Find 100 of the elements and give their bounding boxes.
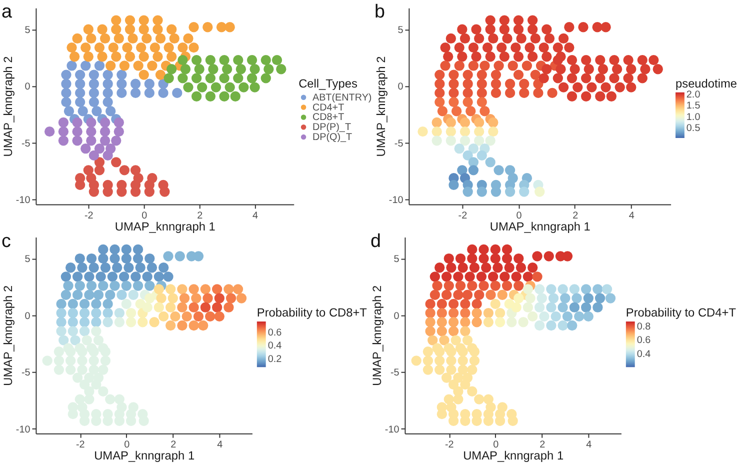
point bbox=[80, 60, 91, 71]
point bbox=[88, 70, 100, 80]
point bbox=[61, 88, 72, 98]
x-axis-title: UMAP_knngraph 1 bbox=[463, 448, 564, 463]
y-tick-label: 5 bbox=[398, 24, 404, 36]
point bbox=[138, 70, 149, 80]
x-tick-label: 2 bbox=[572, 210, 579, 222]
point bbox=[169, 33, 180, 44]
point bbox=[94, 165, 105, 176]
point bbox=[83, 52, 94, 62]
point bbox=[108, 42, 118, 53]
point bbox=[144, 186, 154, 197]
point bbox=[69, 52, 80, 62]
point bbox=[97, 52, 108, 62]
point bbox=[138, 24, 149, 34]
point bbox=[158, 88, 168, 98]
point bbox=[61, 70, 72, 80]
point bbox=[78, 106, 88, 116]
legend-label: CD4+T bbox=[312, 102, 344, 114]
point bbox=[114, 117, 124, 128]
point bbox=[102, 186, 113, 197]
point bbox=[61, 78, 72, 89]
color-bar-label: 0.4 bbox=[268, 340, 282, 352]
legend-label: CD8+T bbox=[312, 112, 344, 124]
point bbox=[191, 73, 202, 84]
y-tick-label: -5 bbox=[21, 138, 31, 150]
point bbox=[100, 117, 110, 128]
y-tick-label: 0 bbox=[394, 310, 400, 322]
chart-title: a bbox=[2, 0, 13, 22]
point bbox=[114, 126, 124, 137]
point bbox=[205, 54, 216, 66]
point bbox=[75, 78, 86, 89]
point bbox=[111, 24, 122, 34]
point bbox=[216, 22, 227, 32]
color-bar-label: 0.6 bbox=[636, 335, 652, 346]
y-tick-label: -5 bbox=[394, 138, 404, 150]
point bbox=[205, 73, 216, 84]
point bbox=[144, 78, 154, 89]
point bbox=[150, 42, 160, 53]
point bbox=[155, 70, 166, 80]
point bbox=[102, 88, 113, 98]
point bbox=[72, 136, 82, 146]
x-tick-label: -2 bbox=[84, 210, 94, 222]
point bbox=[72, 117, 82, 128]
point bbox=[210, 82, 222, 92]
color-bar-label: 0.2 bbox=[268, 354, 282, 366]
y-tick-label: 5 bbox=[394, 254, 400, 265]
y-tick-label: -5 bbox=[21, 368, 31, 379]
chart-title: c bbox=[2, 230, 11, 251]
point bbox=[122, 42, 132, 53]
point bbox=[276, 64, 286, 74]
point bbox=[102, 96, 113, 108]
point bbox=[219, 91, 230, 102]
color-bar-title: Probability to CD8+T bbox=[256, 306, 367, 320]
chart-title: d bbox=[370, 230, 382, 251]
point bbox=[94, 60, 105, 71]
point bbox=[86, 136, 96, 146]
color-bar-label: 1.5 bbox=[686, 100, 701, 112]
y-tick-label: -10 bbox=[16, 195, 31, 206]
point bbox=[114, 33, 124, 44]
point bbox=[188, 42, 199, 53]
x-axis-title: UMAP_knngraph 1 bbox=[114, 220, 216, 234]
x-tick-label: 2 bbox=[540, 440, 546, 451]
point bbox=[191, 91, 202, 102]
color-bar-title: Probability to CD4+T bbox=[626, 306, 736, 320]
point bbox=[222, 64, 232, 74]
point bbox=[238, 82, 249, 92]
x-tick-label: 0 bbox=[493, 440, 500, 451]
point bbox=[44, 126, 55, 137]
y-tick-label: 0 bbox=[24, 82, 31, 93]
point bbox=[130, 88, 141, 98]
point bbox=[116, 186, 127, 197]
point bbox=[142, 33, 152, 44]
point bbox=[160, 186, 170, 197]
x-tick-label: 0 bbox=[124, 440, 130, 451]
point bbox=[144, 88, 154, 98]
point bbox=[246, 54, 258, 66]
color-bar-label: 0.5 bbox=[686, 123, 701, 134]
color-bar-label: 0.8 bbox=[636, 321, 652, 332]
point bbox=[119, 60, 130, 71]
point bbox=[86, 117, 96, 128]
point bbox=[219, 73, 230, 84]
legend-title: Cell_Types bbox=[298, 76, 358, 90]
point bbox=[233, 54, 244, 66]
point bbox=[166, 64, 177, 74]
point bbox=[152, 24, 163, 34]
point bbox=[183, 82, 194, 92]
legend-label: DP(Q)_T bbox=[312, 132, 352, 144]
point bbox=[166, 52, 177, 62]
point bbox=[133, 60, 144, 71]
y-tick-label: -10 bbox=[388, 195, 404, 206]
point bbox=[152, 52, 163, 62]
point bbox=[58, 136, 69, 146]
point bbox=[86, 33, 96, 44]
point bbox=[208, 64, 218, 74]
point bbox=[194, 64, 204, 74]
point bbox=[136, 42, 146, 53]
point bbox=[183, 33, 194, 44]
color-bar-label: 0.4 bbox=[636, 349, 652, 360]
point bbox=[164, 42, 174, 53]
